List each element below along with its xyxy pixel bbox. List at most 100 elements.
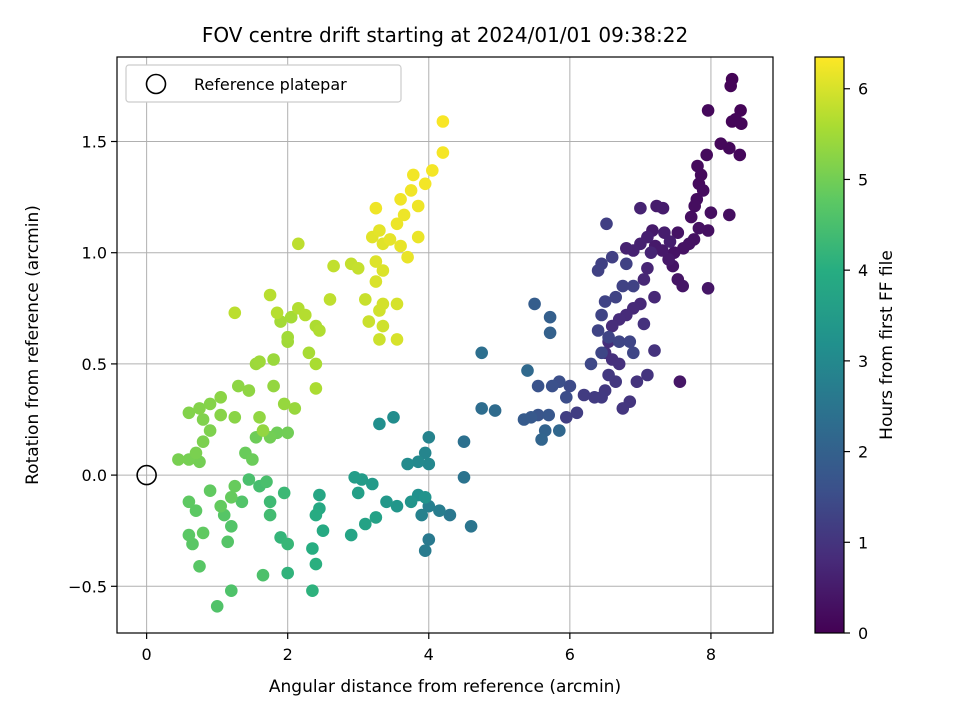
- data-point: [281, 426, 295, 440]
- data-point: [404, 184, 418, 197]
- data-point: [232, 379, 245, 393]
- data-point: [390, 297, 404, 311]
- data-point: [284, 310, 298, 324]
- data-point: [641, 262, 654, 275]
- data-point: [623, 335, 637, 349]
- data-point: [457, 435, 471, 449]
- grid-lines: [117, 57, 773, 633]
- data-point: [242, 473, 256, 486]
- data-point: [369, 511, 383, 524]
- y-tick-label: 0.0: [82, 466, 107, 485]
- data-point: [676, 279, 689, 293]
- data-point: [210, 600, 224, 613]
- data-point: [401, 457, 414, 471]
- data-point: [362, 315, 376, 328]
- data-point: [203, 397, 217, 411]
- y-tick-label: 1.0: [82, 244, 107, 263]
- data-point: [517, 413, 531, 426]
- data-point: [196, 526, 210, 540]
- data-point: [359, 517, 372, 531]
- data-point: [411, 230, 425, 244]
- data-point: [616, 279, 630, 293]
- data-point: [242, 384, 256, 397]
- colorbar-tick-label: 1: [858, 533, 868, 552]
- data-point: [189, 504, 203, 517]
- data-point: [591, 324, 605, 337]
- data-point: [671, 226, 685, 239]
- data-point: [327, 259, 340, 273]
- data-point: [376, 319, 390, 333]
- data-point: [369, 201, 383, 215]
- data-point: [457, 471, 471, 484]
- data-point: [616, 402, 630, 415]
- y-axis-ticks: −0.5 0.0 0.5 1.0 1.5: [68, 133, 117, 596]
- data-point: [521, 364, 534, 377]
- data-point: [426, 164, 439, 177]
- data-point: [281, 330, 295, 344]
- data-point: [390, 499, 404, 513]
- data-point: [595, 308, 608, 322]
- y-tick-label: −0.5: [68, 577, 107, 596]
- plot-area: [116, 56, 774, 634]
- data-point: [563, 379, 577, 393]
- y-tick-label: 1.5: [82, 133, 107, 152]
- data-point: [714, 137, 728, 150]
- data-point: [228, 479, 242, 493]
- data-point: [292, 237, 305, 251]
- data-point: [605, 250, 619, 264]
- data-point: [656, 201, 670, 215]
- data-point: [637, 317, 651, 331]
- data-points: [172, 72, 748, 613]
- colorbar-tick-label: 5: [858, 170, 868, 189]
- data-point: [394, 193, 407, 206]
- data-point: [701, 104, 715, 117]
- data-point: [182, 495, 196, 509]
- data-point: [415, 508, 429, 522]
- data-point: [225, 584, 238, 597]
- x-tick-label: 0: [142, 645, 152, 664]
- data-point: [263, 288, 277, 302]
- data-point: [193, 560, 206, 573]
- data-point: [172, 453, 185, 466]
- data-point: [553, 424, 566, 437]
- data-point: [225, 491, 238, 504]
- data-point: [373, 333, 386, 346]
- data-point: [235, 495, 249, 509]
- chart-title: FOV centre drift starting at 2024/01/01 …: [202, 23, 688, 47]
- data-point: [475, 402, 489, 415]
- data-point: [627, 346, 640, 360]
- data-point: [627, 279, 640, 293]
- data-point: [390, 333, 404, 346]
- data-point: [634, 201, 647, 215]
- data-point: [422, 457, 436, 471]
- data-point: [373, 224, 386, 237]
- legend-label: Reference platepar: [194, 75, 347, 94]
- data-point: [691, 159, 704, 173]
- colorbar-tick-label: 0: [858, 624, 868, 643]
- data-point: [394, 239, 407, 253]
- data-point: [313, 324, 326, 337]
- data-point: [598, 295, 612, 308]
- data-point: [270, 306, 284, 320]
- data-point: [422, 533, 436, 546]
- data-point: [221, 535, 234, 549]
- data-point: [644, 246, 658, 259]
- data-point: [309, 357, 323, 371]
- data-point: [723, 208, 736, 222]
- colorbar-tick-label: 3: [858, 352, 868, 371]
- colorbar-label: Hours from first FF file: [877, 250, 897, 440]
- data-point: [256, 424, 270, 437]
- data-point: [263, 508, 277, 522]
- data-point: [348, 471, 362, 484]
- data-point: [475, 346, 489, 360]
- data-point: [602, 330, 615, 344]
- data-point: [359, 293, 372, 306]
- data-point: [203, 484, 217, 498]
- data-point: [351, 262, 365, 275]
- data-point: [570, 406, 584, 420]
- data-point: [267, 353, 280, 366]
- data-point: [253, 411, 266, 424]
- data-point: [277, 397, 291, 411]
- plot-frame: [116, 56, 774, 634]
- data-point: [733, 148, 747, 162]
